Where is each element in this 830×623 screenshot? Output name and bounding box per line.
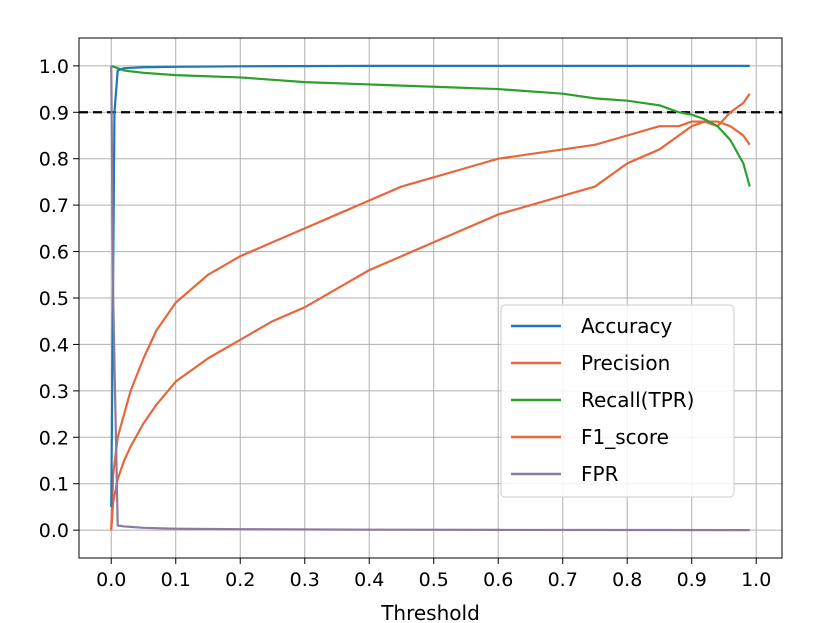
x-tick-label: 0.1 <box>161 569 191 591</box>
legend-box <box>500 304 735 498</box>
series-line-f1-score <box>110 120 751 531</box>
y-tick-label: 0.9 <box>39 102 69 124</box>
x-tick-label: 0.0 <box>96 569 126 591</box>
y-tick-label: 0.1 <box>39 474 69 496</box>
y-tick-label: 0.0 <box>39 520 69 542</box>
y-tick-label: 0.7 <box>39 195 69 217</box>
legend-label-precision: Precision <box>581 351 670 375</box>
x-tick-label: 0.9 <box>677 569 707 591</box>
x-tick-label: 0.7 <box>548 569 578 591</box>
y-tick-label: 0.4 <box>39 334 69 356</box>
x-tick-label: 0.6 <box>483 569 513 591</box>
x-axis: 0.0 0.1 0.2 0.3 0.4 0.5 0.6 0.7 0.8 0.9 1.0 <box>96 558 771 591</box>
y-axis: 0.0 0.1 0.2 0.3 0.4 0.5 0.6 0.7 0.8 0.9 1.0 <box>39 56 79 542</box>
legend: Accuracy Precision Recall(TPR) F1_score FPR <box>500 304 735 498</box>
x-tick-label: 1.0 <box>741 569 771 591</box>
x-tick-label: 0.8 <box>612 569 642 591</box>
series-line-fpr <box>110 65 750 532</box>
x-axis-title: Threshold <box>380 601 480 623</box>
x-tick-label: 0.5 <box>419 569 449 591</box>
legend-label-fpr: FPR <box>581 462 619 486</box>
x-tick-label: 0.4 <box>354 569 384 591</box>
series-line-recall-tpr <box>110 64 751 187</box>
legend-label-accuracy: Accuracy <box>581 314 672 338</box>
x-tick-label: 0.3 <box>290 569 320 591</box>
legend-label-f1-score: F1_score <box>581 425 669 449</box>
y-tick-label: 0.3 <box>39 381 69 403</box>
y-tick-label: 0.5 <box>39 288 69 310</box>
y-tick-label: 0.6 <box>39 242 69 264</box>
y-tick-label: 0.2 <box>39 427 69 449</box>
x-tick-label: 0.2 <box>225 569 255 591</box>
series-line-precision <box>110 93 751 531</box>
legend-label-recall-tpr: Recall(TPR) <box>581 388 694 412</box>
series-line-accuracy <box>110 64 750 507</box>
series-layer <box>110 64 751 532</box>
y-tick-label: 1.0 <box>39 56 69 78</box>
y-tick-label: 0.8 <box>39 149 69 171</box>
